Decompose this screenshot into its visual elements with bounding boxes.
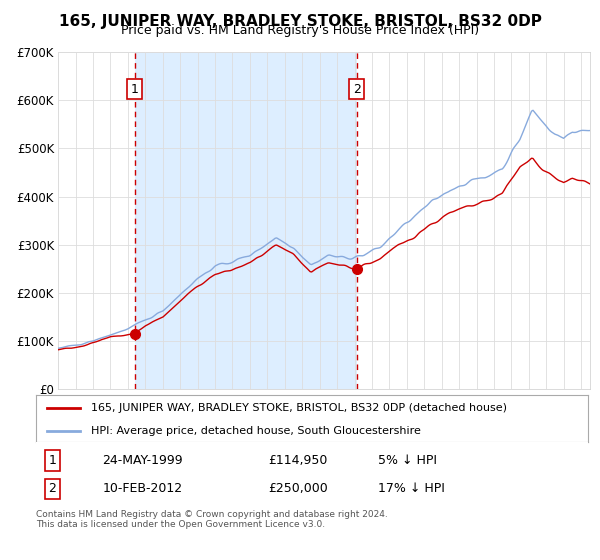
Text: 17% ↓ HPI: 17% ↓ HPI	[378, 482, 445, 495]
Text: £250,000: £250,000	[268, 482, 328, 495]
Text: 1: 1	[131, 83, 139, 96]
Text: HPI: Average price, detached house, South Gloucestershire: HPI: Average price, detached house, Sout…	[91, 426, 421, 436]
Text: 10-FEB-2012: 10-FEB-2012	[102, 482, 182, 495]
Text: Contains HM Land Registry data © Crown copyright and database right 2024.
This d: Contains HM Land Registry data © Crown c…	[36, 510, 388, 529]
Text: 2: 2	[353, 83, 361, 96]
Text: 1: 1	[49, 454, 56, 467]
Text: 165, JUNIPER WAY, BRADLEY STOKE, BRISTOL, BS32 0DP: 165, JUNIPER WAY, BRADLEY STOKE, BRISTOL…	[59, 14, 541, 29]
Bar	[134, 52, 356, 389]
Text: 2: 2	[49, 482, 56, 495]
Text: 5% ↓ HPI: 5% ↓ HPI	[378, 454, 437, 467]
Text: 24-MAY-1999: 24-MAY-1999	[102, 454, 183, 467]
Text: £114,950: £114,950	[268, 454, 327, 467]
Text: Price paid vs. HM Land Registry's House Price Index (HPI): Price paid vs. HM Land Registry's House …	[121, 24, 479, 37]
Text: 165, JUNIPER WAY, BRADLEY STOKE, BRISTOL, BS32 0DP (detached house): 165, JUNIPER WAY, BRADLEY STOKE, BRISTOL…	[91, 403, 507, 413]
